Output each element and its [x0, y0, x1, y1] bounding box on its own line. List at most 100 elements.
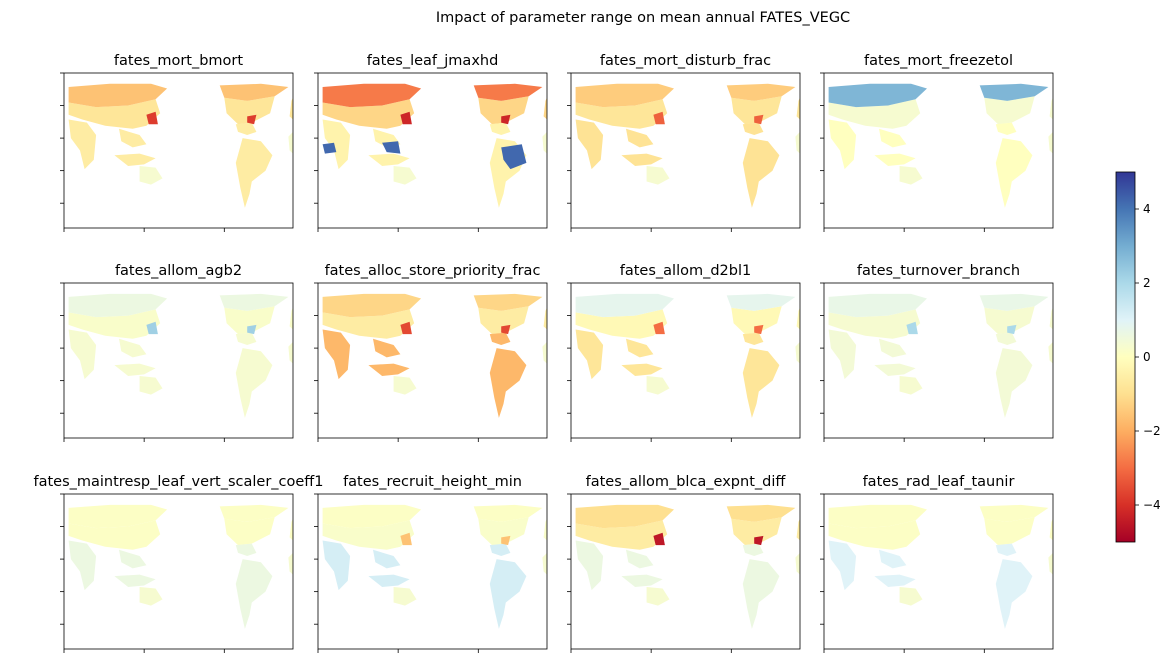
region-tropics — [879, 128, 907, 148]
region-temperate — [289, 307, 293, 330]
region-tropics — [626, 338, 654, 358]
panel-title: fates_maintresp_leaf_vert_scaler_coeff1 — [33, 474, 323, 490]
region-tropics — [368, 574, 410, 587]
region-tropics — [114, 153, 156, 166]
region-tropics — [626, 549, 654, 569]
colorbar-tick-label: −4 — [1143, 498, 1161, 512]
region-tropics — [575, 540, 604, 591]
region-pale — [899, 376, 923, 395]
panel-title: fates_turnover_branch — [857, 263, 1020, 279]
region-tropics — [489, 348, 527, 418]
region-pale — [1048, 552, 1053, 575]
region-tropics — [119, 549, 147, 569]
panel-title: fates_mort_bmort — [114, 53, 243, 69]
axes-frame — [570, 282, 801, 439]
region-hotspot — [400, 532, 412, 546]
region-tropics — [114, 363, 156, 376]
region-boreal — [828, 504, 927, 529]
axes-frame — [570, 493, 801, 650]
colorbar-tick-label: 2 — [1143, 276, 1151, 290]
panel-title: fates_allom_blca_expnt_diff — [586, 474, 787, 490]
region-boreal — [828, 293, 927, 318]
region-pale — [288, 341, 293, 364]
region-tropics — [489, 543, 511, 556]
region-pale — [139, 587, 163, 606]
region-pale — [288, 131, 293, 154]
region-boreal — [68, 293, 168, 318]
region-hotspot — [400, 321, 412, 335]
region-temperate — [68, 520, 161, 550]
region-boreal — [828, 83, 927, 108]
region-tropics — [742, 559, 780, 629]
region-tropics — [114, 574, 156, 587]
region-tropics — [235, 122, 257, 135]
panel-title: fates_allom_d2bl1 — [620, 263, 751, 279]
panel-title: fates_rad_leaf_taunir — [863, 474, 1015, 490]
region-tropics — [68, 119, 97, 170]
region-hotspot — [501, 324, 511, 335]
region-boreal — [219, 83, 289, 101]
region-hotspot — [754, 324, 764, 335]
axes-frame — [823, 282, 1054, 439]
region-pale — [393, 376, 417, 395]
region-tropics — [995, 559, 1033, 629]
region-tropics — [235, 138, 273, 208]
region-temperate — [796, 97, 800, 120]
region-hotspot — [400, 111, 412, 125]
region-tropics — [742, 138, 780, 208]
region-temperate — [1049, 97, 1053, 120]
region-tropics — [828, 329, 857, 380]
region-pale — [795, 552, 800, 575]
axes-frame — [570, 72, 801, 229]
region-temperate — [322, 520, 415, 550]
region-tropics — [828, 540, 857, 591]
axes-frame — [63, 282, 294, 439]
region-pale — [899, 587, 923, 606]
region-pale — [646, 166, 670, 185]
region-tropics — [373, 338, 401, 358]
region-tropics — [621, 153, 663, 166]
region-temperate — [1049, 518, 1053, 541]
region-pale — [795, 131, 800, 154]
region-pale — [139, 376, 163, 395]
region-temperate — [796, 307, 800, 330]
region-tropics — [742, 332, 764, 345]
region-boreal — [322, 83, 422, 108]
region-tropics — [489, 332, 511, 345]
map-panel: fates_alloc_store_priority_frac — [314, 263, 548, 442]
region-tropics — [874, 153, 916, 166]
region-temperate — [543, 97, 547, 120]
region-boreal — [473, 83, 543, 101]
map-panel: fates_rad_leaf_taunir — [820, 474, 1054, 653]
region-boreal — [473, 504, 543, 522]
region-hotspot — [146, 321, 158, 335]
colorbar-tick-label: 0 — [1143, 350, 1151, 364]
region-tropics — [119, 128, 147, 148]
region-hotspot — [653, 532, 665, 546]
region-temperate — [731, 517, 782, 546]
region-pale — [139, 166, 163, 185]
region-temperate — [796, 518, 800, 541]
region-boreal — [575, 504, 674, 529]
panel-title: fates_allom_agb2 — [115, 263, 242, 279]
region-pale — [542, 131, 547, 154]
colorbar: −4 −2 0 2 4 — [1115, 171, 1161, 543]
region-boreal — [322, 293, 422, 318]
region-tropics — [368, 153, 410, 166]
region-hotspot — [653, 111, 665, 125]
panel-grid: fates_mort_bmort fates_leaf_jmaxhd fates_m… — [33, 53, 1054, 653]
region-tropics — [489, 122, 511, 135]
region-temperate — [289, 97, 293, 120]
region-tropics — [235, 559, 273, 629]
region-temperate — [224, 517, 275, 546]
region-boreal — [726, 293, 796, 311]
region-tropics — [995, 122, 1017, 135]
map-panel: fates_allom_blca_expnt_diff — [567, 474, 801, 653]
panel-title: fates_recruit_height_min — [343, 474, 522, 490]
colorbar-tick-label: −2 — [1143, 424, 1161, 438]
panel-title: fates_leaf_jmaxhd — [367, 53, 499, 69]
region-hotspot — [1007, 324, 1017, 335]
region-temperate — [478, 517, 529, 546]
region-tropics — [235, 332, 257, 345]
region-tropics — [235, 348, 273, 418]
